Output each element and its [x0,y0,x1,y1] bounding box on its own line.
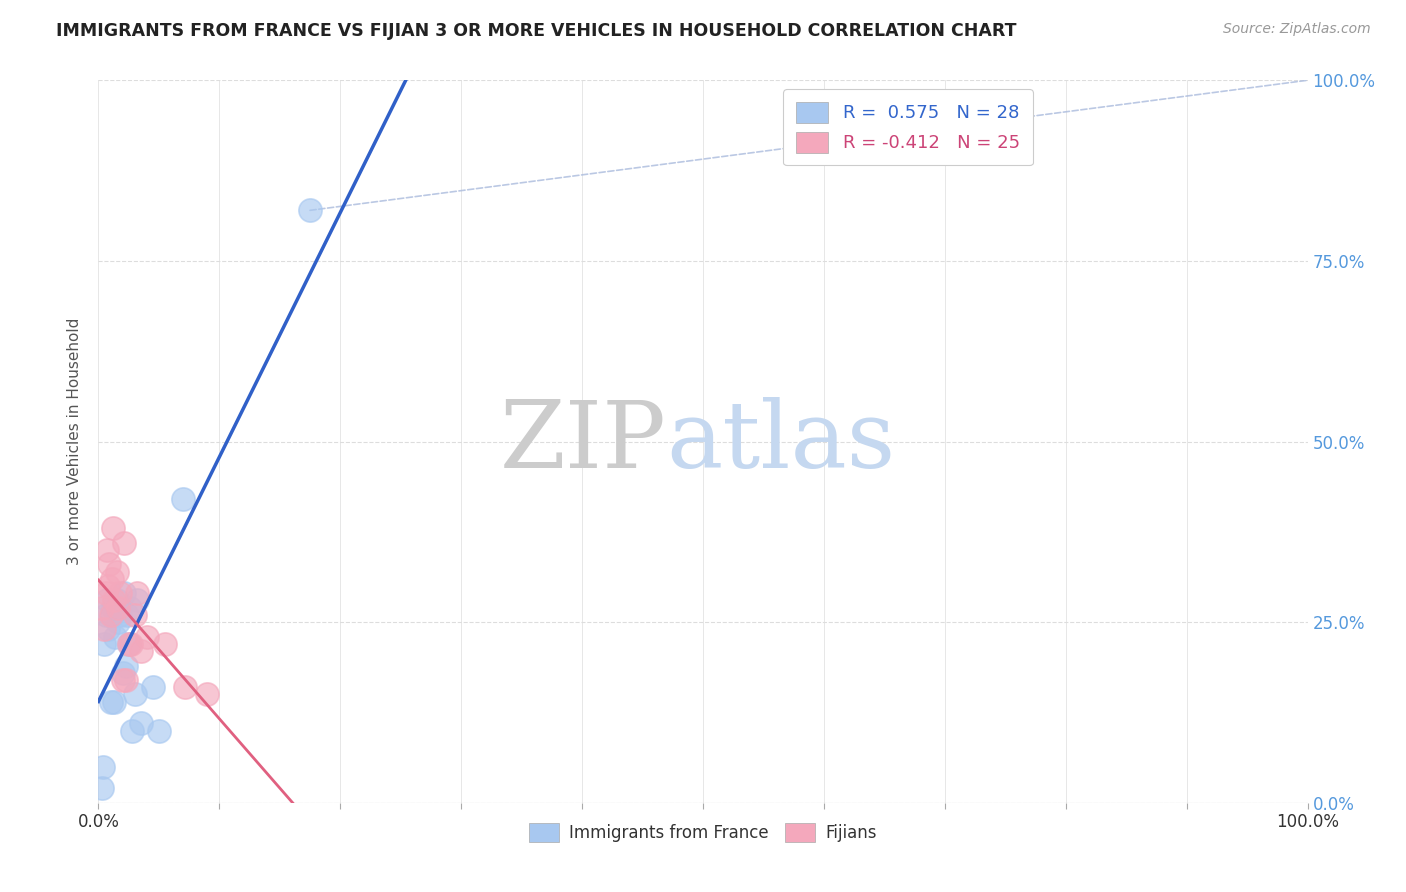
Point [101,600,124,615]
Point [127,586,149,600]
Point [105,593,128,607]
Point [135,630,157,644]
Point [93,637,115,651]
Point [115,658,138,673]
Point [100,695,122,709]
Point [127,593,149,607]
Point [121,723,143,738]
Text: atlas: atlas [666,397,896,486]
Point [117,607,139,622]
Point [115,673,138,687]
Text: ZIP: ZIP [501,397,666,486]
Point [108,607,131,622]
Point [97,623,120,637]
Point [120,637,142,651]
Point [124,607,146,622]
Point [98,558,121,572]
Point [100,607,122,622]
Point [112,535,135,549]
Point [148,723,170,738]
Point [94,607,117,622]
Point [299,203,322,218]
Point [105,565,128,579]
Point [142,680,165,694]
Point [103,593,125,607]
Point [174,680,197,694]
Point [91,600,114,615]
Point [91,781,114,796]
Point [91,760,114,774]
Point [129,716,152,731]
Point [153,637,176,651]
Point [97,579,120,593]
Point [100,607,122,622]
Point [172,492,194,507]
Point [100,572,122,586]
Point [93,623,115,637]
Point [111,665,134,680]
Point [112,586,135,600]
Point [118,600,141,615]
Point [195,687,218,701]
Point [96,593,118,607]
Point [111,673,134,687]
Point [103,695,125,709]
Legend: Immigrants from France, Fijians: Immigrants from France, Fijians [523,816,883,848]
Point [104,630,127,644]
Point [94,586,117,600]
Text: IMMIGRANTS FROM FRANCE VS FIJIAN 3 OR MORE VEHICLES IN HOUSEHOLD CORRELATION CHA: IMMIGRANTS FROM FRANCE VS FIJIAN 3 OR MO… [56,22,1017,40]
Point [101,521,124,535]
Point [107,600,129,615]
Point [124,687,146,701]
Point [129,644,152,658]
Point [108,586,131,600]
Text: Source: ZipAtlas.com: Source: ZipAtlas.com [1223,22,1371,37]
Y-axis label: 3 or more Vehicles in Household: 3 or more Vehicles in Household [67,318,83,566]
Point [96,542,118,557]
Point [107,615,129,630]
Point [118,637,141,651]
Point [118,637,141,651]
